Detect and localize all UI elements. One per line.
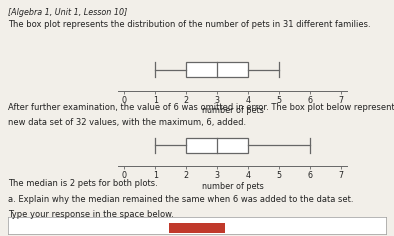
X-axis label: number of pets: number of pets <box>202 106 263 115</box>
Text: Type your response in the space below.: Type your response in the space below. <box>8 210 174 219</box>
Text: a. Explain why the median remained the same when 6 was added to the data set.: a. Explain why the median remained the s… <box>8 195 353 204</box>
Text: The median is 2 pets for both plots.: The median is 2 pets for both plots. <box>8 179 158 188</box>
X-axis label: number of pets: number of pets <box>202 182 263 191</box>
Bar <box>186 138 248 153</box>
Text: new data set of 32 values, with the maximum, 6, added.: new data set of 32 values, with the maxi… <box>8 118 246 127</box>
Text: [Algebra 1, Unit 1, Lesson 10]: [Algebra 1, Unit 1, Lesson 10] <box>8 8 127 17</box>
Bar <box>186 62 248 77</box>
Text: After further examination, the value of 6 was omitted in error. The box plot bel: After further examination, the value of … <box>8 103 394 112</box>
Text: The box plot represents the distribution of the number of pets in 31 different f: The box plot represents the distribution… <box>8 20 370 29</box>
